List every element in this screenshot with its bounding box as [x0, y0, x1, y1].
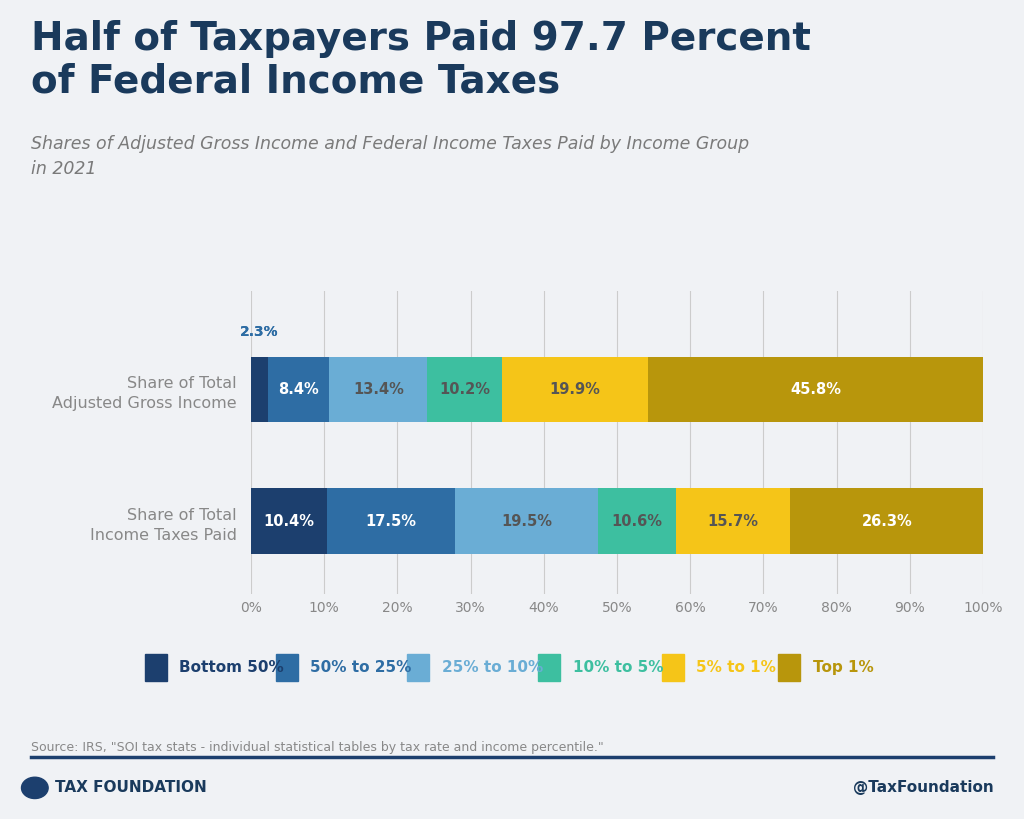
Text: 17.5%: 17.5% — [366, 514, 417, 529]
Bar — [455, 488, 598, 554]
Text: Shares of Adjusted Gross Income and Federal Income Taxes Paid by Income Group
in: Shares of Adjusted Gross Income and Fede… — [31, 135, 749, 179]
Text: 19.5%: 19.5% — [501, 514, 552, 529]
Text: @TaxFoundation: @TaxFoundation — [853, 781, 993, 795]
Text: 26.3%: 26.3% — [861, 514, 912, 529]
Bar — [598, 488, 676, 554]
Bar — [427, 356, 502, 423]
Text: 8.4%: 8.4% — [279, 382, 318, 397]
Text: 10.6%: 10.6% — [611, 514, 663, 529]
Text: 5% to 1%: 5% to 1% — [696, 660, 776, 675]
Text: Half of Taxpayers Paid 97.7 Percent
of Federal Income Taxes: Half of Taxpayers Paid 97.7 Percent of F… — [31, 20, 811, 101]
Text: Source: IRS, "SOI tax stats - individual statistical tables by tax rate and inco: Source: IRS, "SOI tax stats - individual… — [31, 741, 603, 754]
Bar — [676, 488, 791, 554]
Bar — [327, 488, 455, 554]
Text: 2.3%: 2.3% — [240, 325, 279, 340]
Text: 2.3%: 2.3% — [240, 325, 279, 340]
Text: 10% to 5%: 10% to 5% — [572, 660, 664, 675]
Text: 15.7%: 15.7% — [708, 514, 759, 529]
Text: 13.4%: 13.4% — [353, 382, 403, 397]
Text: TAX FOUNDATION: TAX FOUNDATION — [55, 781, 207, 795]
Text: 50% to 25%: 50% to 25% — [310, 660, 412, 675]
Bar — [251, 488, 327, 554]
Text: 10.4%: 10.4% — [263, 514, 314, 529]
Bar — [330, 356, 427, 423]
Text: 45.8%: 45.8% — [790, 382, 841, 397]
Bar — [791, 488, 983, 554]
Text: 10.2%: 10.2% — [439, 382, 490, 397]
Text: 25% to 10%: 25% to 10% — [441, 660, 543, 675]
Bar — [267, 356, 330, 423]
Bar — [648, 356, 983, 423]
Text: Bottom 50%: Bottom 50% — [179, 660, 284, 675]
Bar — [251, 356, 267, 423]
Text: Top 1%: Top 1% — [813, 660, 873, 675]
Text: 19.9%: 19.9% — [550, 382, 600, 397]
Bar — [502, 356, 648, 423]
